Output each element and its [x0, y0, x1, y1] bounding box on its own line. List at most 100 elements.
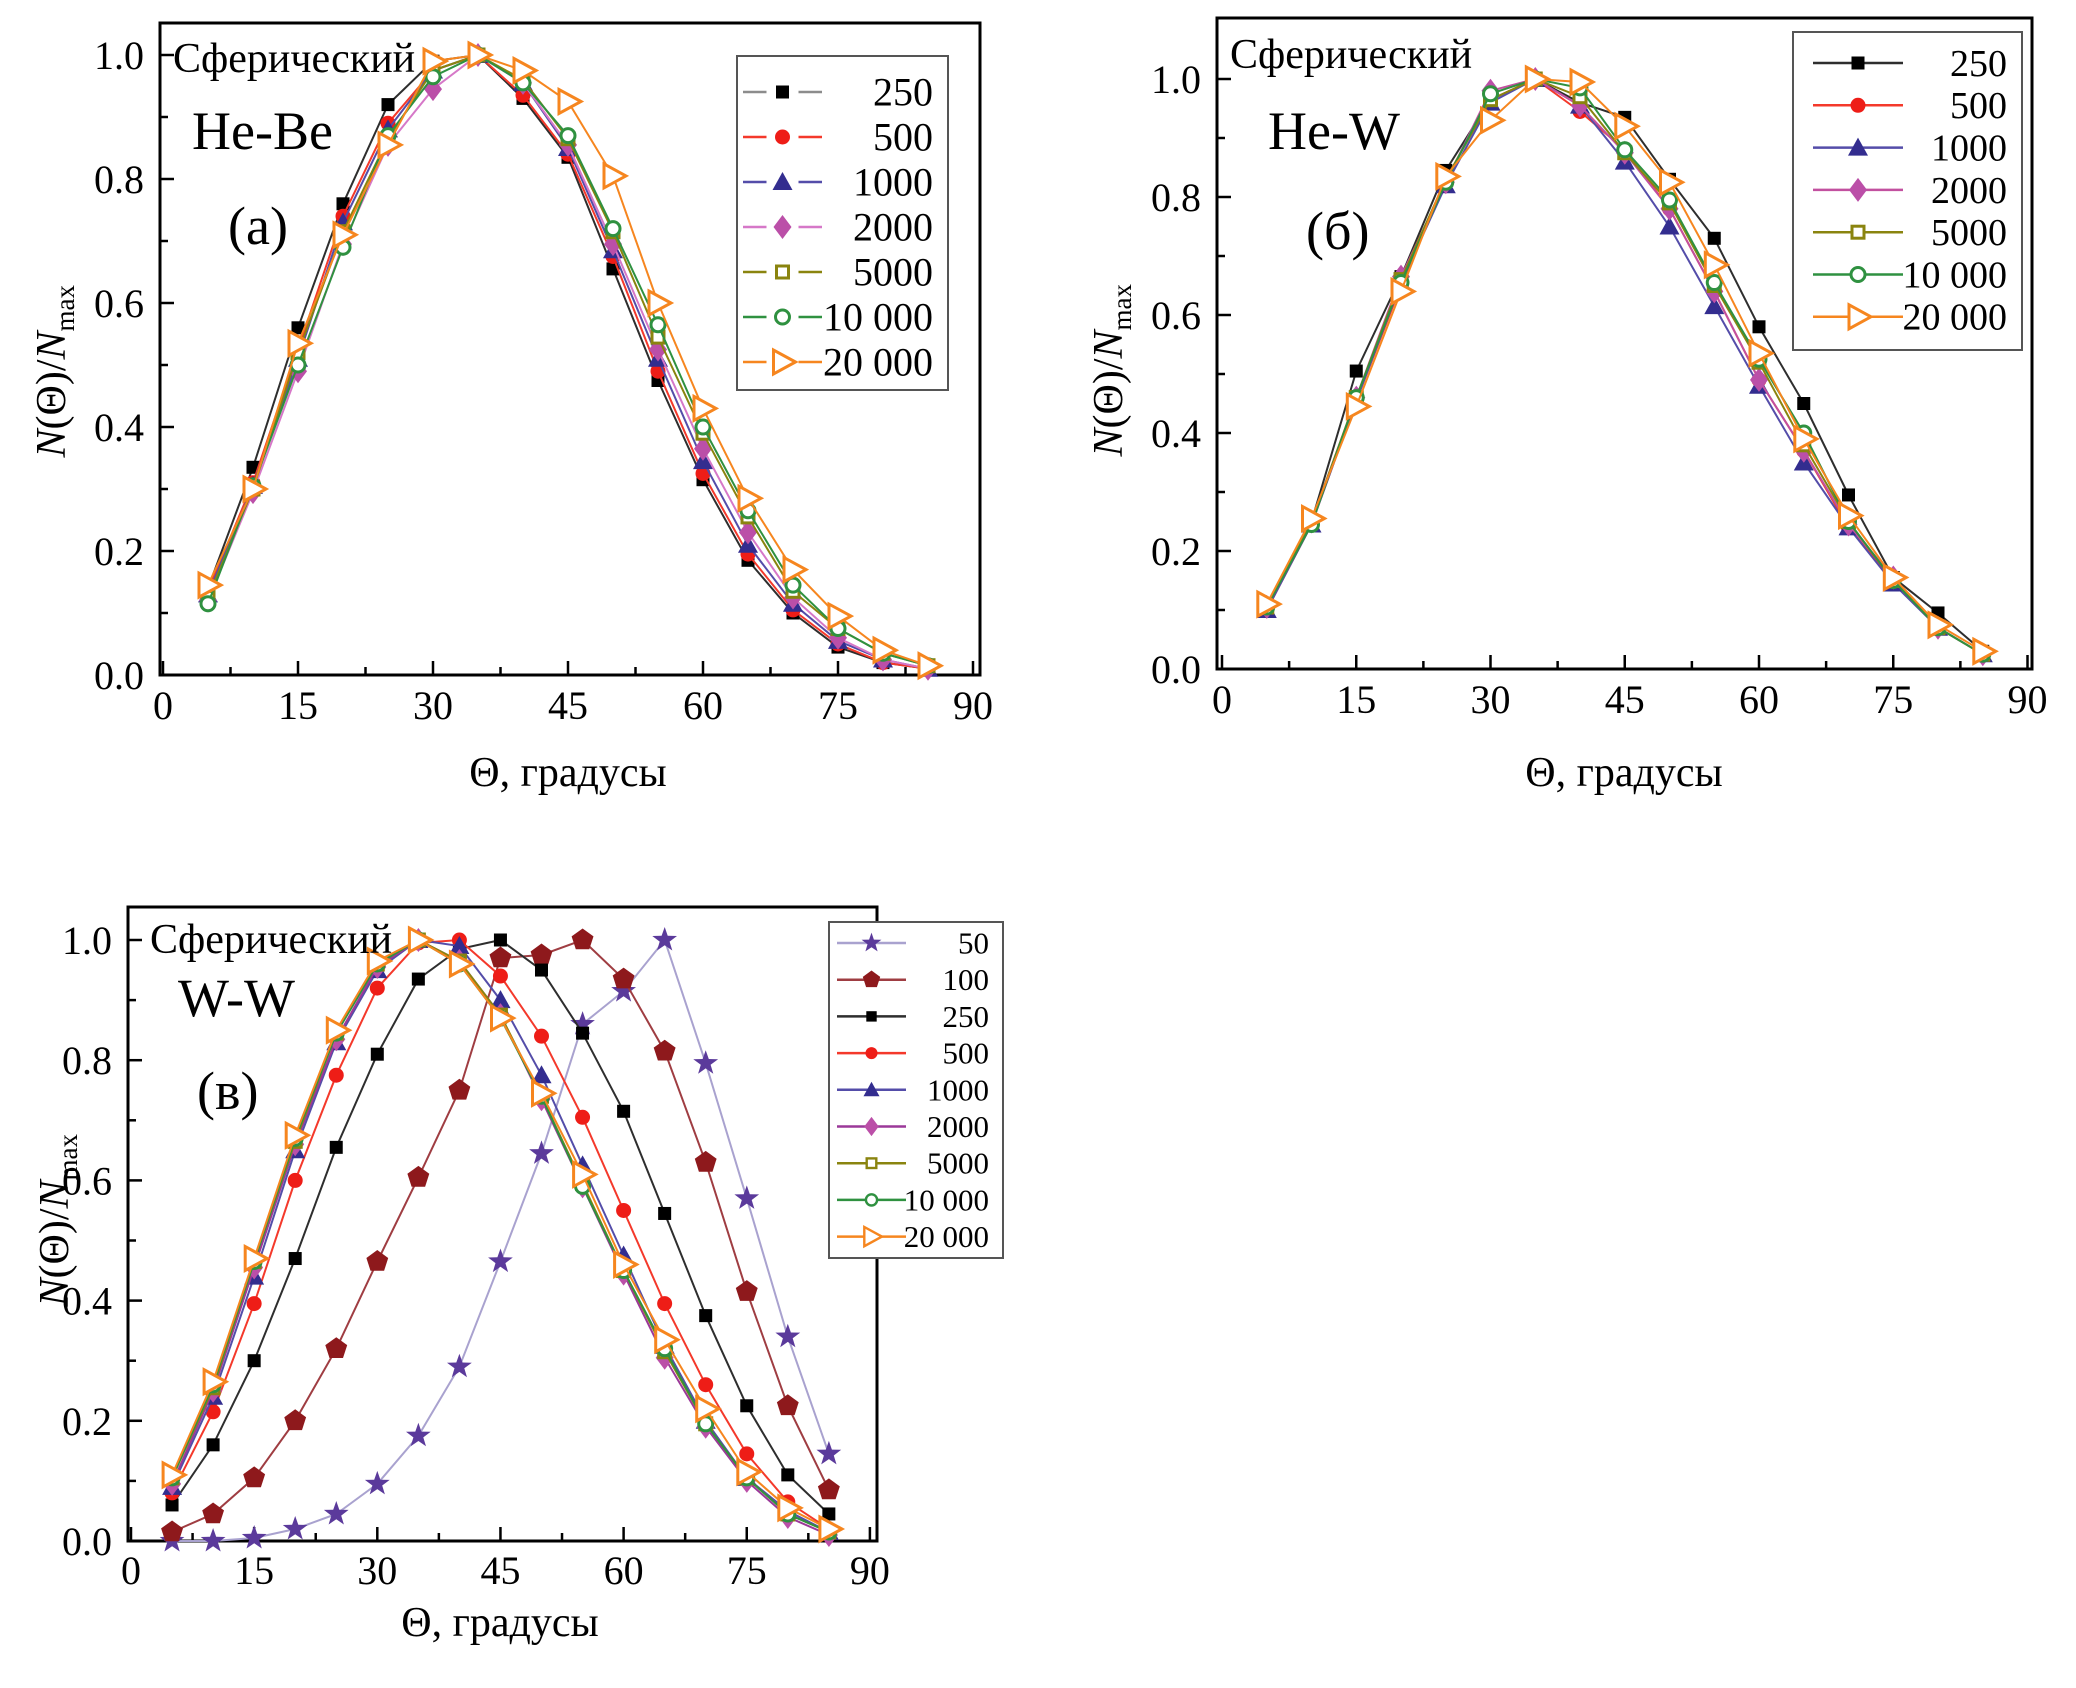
open-circle-marker-icon: [604, 220, 622, 238]
open-right-triangle-marker-icon: [572, 1159, 599, 1189]
series-line: [171, 938, 830, 1533]
square-marker-icon: [1842, 488, 1855, 502]
open-right-triangle-marker-icon: [1614, 111, 1641, 141]
square-marker-icon: [206, 1438, 220, 1452]
legend-label: 2000: [927, 1109, 989, 1144]
pentagon-marker-icon: [653, 1039, 676, 1061]
open-right-triangle-marker-icon: [602, 161, 630, 191]
y-tick-label: 0.6: [1151, 293, 1201, 338]
star-marker-icon: [816, 1440, 842, 1465]
series-line: [171, 938, 830, 1533]
legend-item-20000: 20 000: [837, 1219, 989, 1254]
open-right-triangle-marker-icon: [287, 328, 315, 358]
square-marker-icon: [1752, 320, 1766, 334]
x-tick-label: 0: [1212, 677, 1232, 722]
square-marker-icon: [288, 1252, 302, 1266]
open-circle-marker-icon: [1661, 191, 1678, 209]
square-marker-icon: [291, 321, 305, 335]
ylabel-n: N: [28, 429, 75, 458]
square-marker-icon: [576, 1026, 590, 1040]
open-right-triangle-marker-icon: [1748, 338, 1776, 368]
open-right-triangle-marker-icon: [1703, 250, 1731, 280]
circle-marker-icon: [328, 1067, 344, 1083]
open-right-triangle-marker-icon: [1972, 636, 1999, 666]
legend-label: 250: [1950, 43, 2007, 85]
pentagon-marker-icon: [694, 1150, 717, 1172]
square-marker-icon: [535, 963, 548, 977]
x-tick-label: 0: [121, 1548, 141, 1593]
open-square-marker-icon: [865, 1157, 878, 1170]
open-right-triangle-marker-icon: [332, 220, 360, 250]
diamond-marker-icon: [1849, 177, 1867, 202]
y-tick-label: 0.4: [94, 405, 144, 450]
open-right-triangle-marker-icon: [1838, 501, 1865, 531]
open-right-triangle-marker-icon: [1435, 161, 1462, 191]
panel-b-xaxis-title: Θ, градусы: [1525, 750, 1723, 796]
plot-frame: [158, 21, 982, 677]
x-axis: 0 15 30 45 60 75 90: [121, 1527, 890, 1593]
y-tick-label: 0.2: [62, 1399, 112, 1444]
open-right-triangle-marker-icon: [695, 1394, 722, 1424]
open-right-triangle-marker-icon: [1847, 302, 1875, 332]
circle-marker-icon: [575, 1109, 591, 1125]
ylabel-mid: (Θ)/: [1085, 358, 1132, 429]
x-tick-label: 30: [357, 1548, 397, 1593]
panel-v-yaxis-title: N(Θ)/Nmax: [32, 1060, 83, 1380]
pentagon-marker-icon: [448, 1078, 471, 1100]
legend-label: 5000: [1931, 212, 2007, 254]
open-right-triangle-marker-icon: [490, 1003, 517, 1033]
open-circle-marker-icon: [649, 316, 667, 334]
legend-label: 5000: [927, 1146, 989, 1181]
legend-label: 10 000: [904, 1182, 989, 1217]
square-marker-icon: [699, 1309, 713, 1323]
square-marker-icon: [658, 1206, 672, 1220]
x-tick-label: 90: [850, 1548, 890, 1593]
x-tick-label: 75: [727, 1548, 767, 1593]
open-right-triangle-marker-icon: [613, 1249, 640, 1280]
legend-item-500: 500: [1813, 85, 2007, 127]
y-axis: 0.0 0.2 0.4 0.6 0.8 1.0: [1151, 57, 1231, 692]
open-right-triangle-marker-icon: [917, 651, 945, 681]
x-tick-label: 45: [480, 1548, 520, 1593]
open-right-triangle-marker-icon: [872, 635, 900, 665]
legend-item-5000: 5000: [837, 1146, 989, 1181]
y-tick-label: 0.0: [62, 1519, 112, 1564]
open-right-triangle-marker-icon: [737, 483, 765, 513]
open-right-triangle-marker-icon: [692, 393, 720, 423]
panel-a-title: Сферический: [173, 36, 416, 82]
x-tick-label: 15: [278, 683, 318, 728]
x-axis: 0 15 30 45 60 75 90: [153, 661, 993, 728]
panel-b-title: Сферический: [1230, 32, 1473, 78]
series-line: [171, 938, 830, 1530]
diamond-marker-icon: [773, 215, 792, 239]
x-tick-label: 30: [1471, 677, 1511, 722]
triangle-marker-icon: [531, 1065, 552, 1084]
panel-v-title: Сферический: [150, 917, 393, 963]
open-right-triangle-marker-icon: [161, 1460, 189, 1490]
open-right-triangle-marker-icon: [202, 1367, 230, 1397]
circle-marker-icon: [616, 1202, 632, 1218]
open-right-triangle-marker-icon: [1345, 391, 1373, 421]
pentagon-marker-icon: [776, 1394, 799, 1416]
pentagon-marker-icon: [612, 967, 635, 989]
open-right-triangle-marker-icon: [284, 1120, 312, 1150]
square-marker-icon: [776, 85, 789, 99]
square-marker-icon: [493, 933, 507, 947]
legend-label: 1000: [853, 160, 933, 205]
x-tick-label: 60: [1739, 677, 1779, 722]
open-right-triangle-marker-icon: [1569, 67, 1597, 97]
open-right-triangle-marker-icon: [557, 86, 585, 117]
open-right-triangle-marker-icon: [1256, 589, 1283, 619]
square-marker-icon: [866, 1011, 877, 1022]
open-right-triangle-marker-icon: [1524, 64, 1552, 94]
circle-marker-icon: [1850, 97, 1866, 113]
legend-item-250: 250: [1813, 43, 2007, 85]
square-marker-icon: [411, 972, 425, 986]
legend-label: 2000: [853, 205, 933, 250]
y-tick-label: 0.2: [1151, 529, 1201, 574]
panel-b-yaxis-title: N(Θ)/Nmax: [1085, 210, 1137, 530]
star-marker-icon: [529, 1140, 554, 1164]
diamond-marker-icon: [739, 520, 757, 545]
